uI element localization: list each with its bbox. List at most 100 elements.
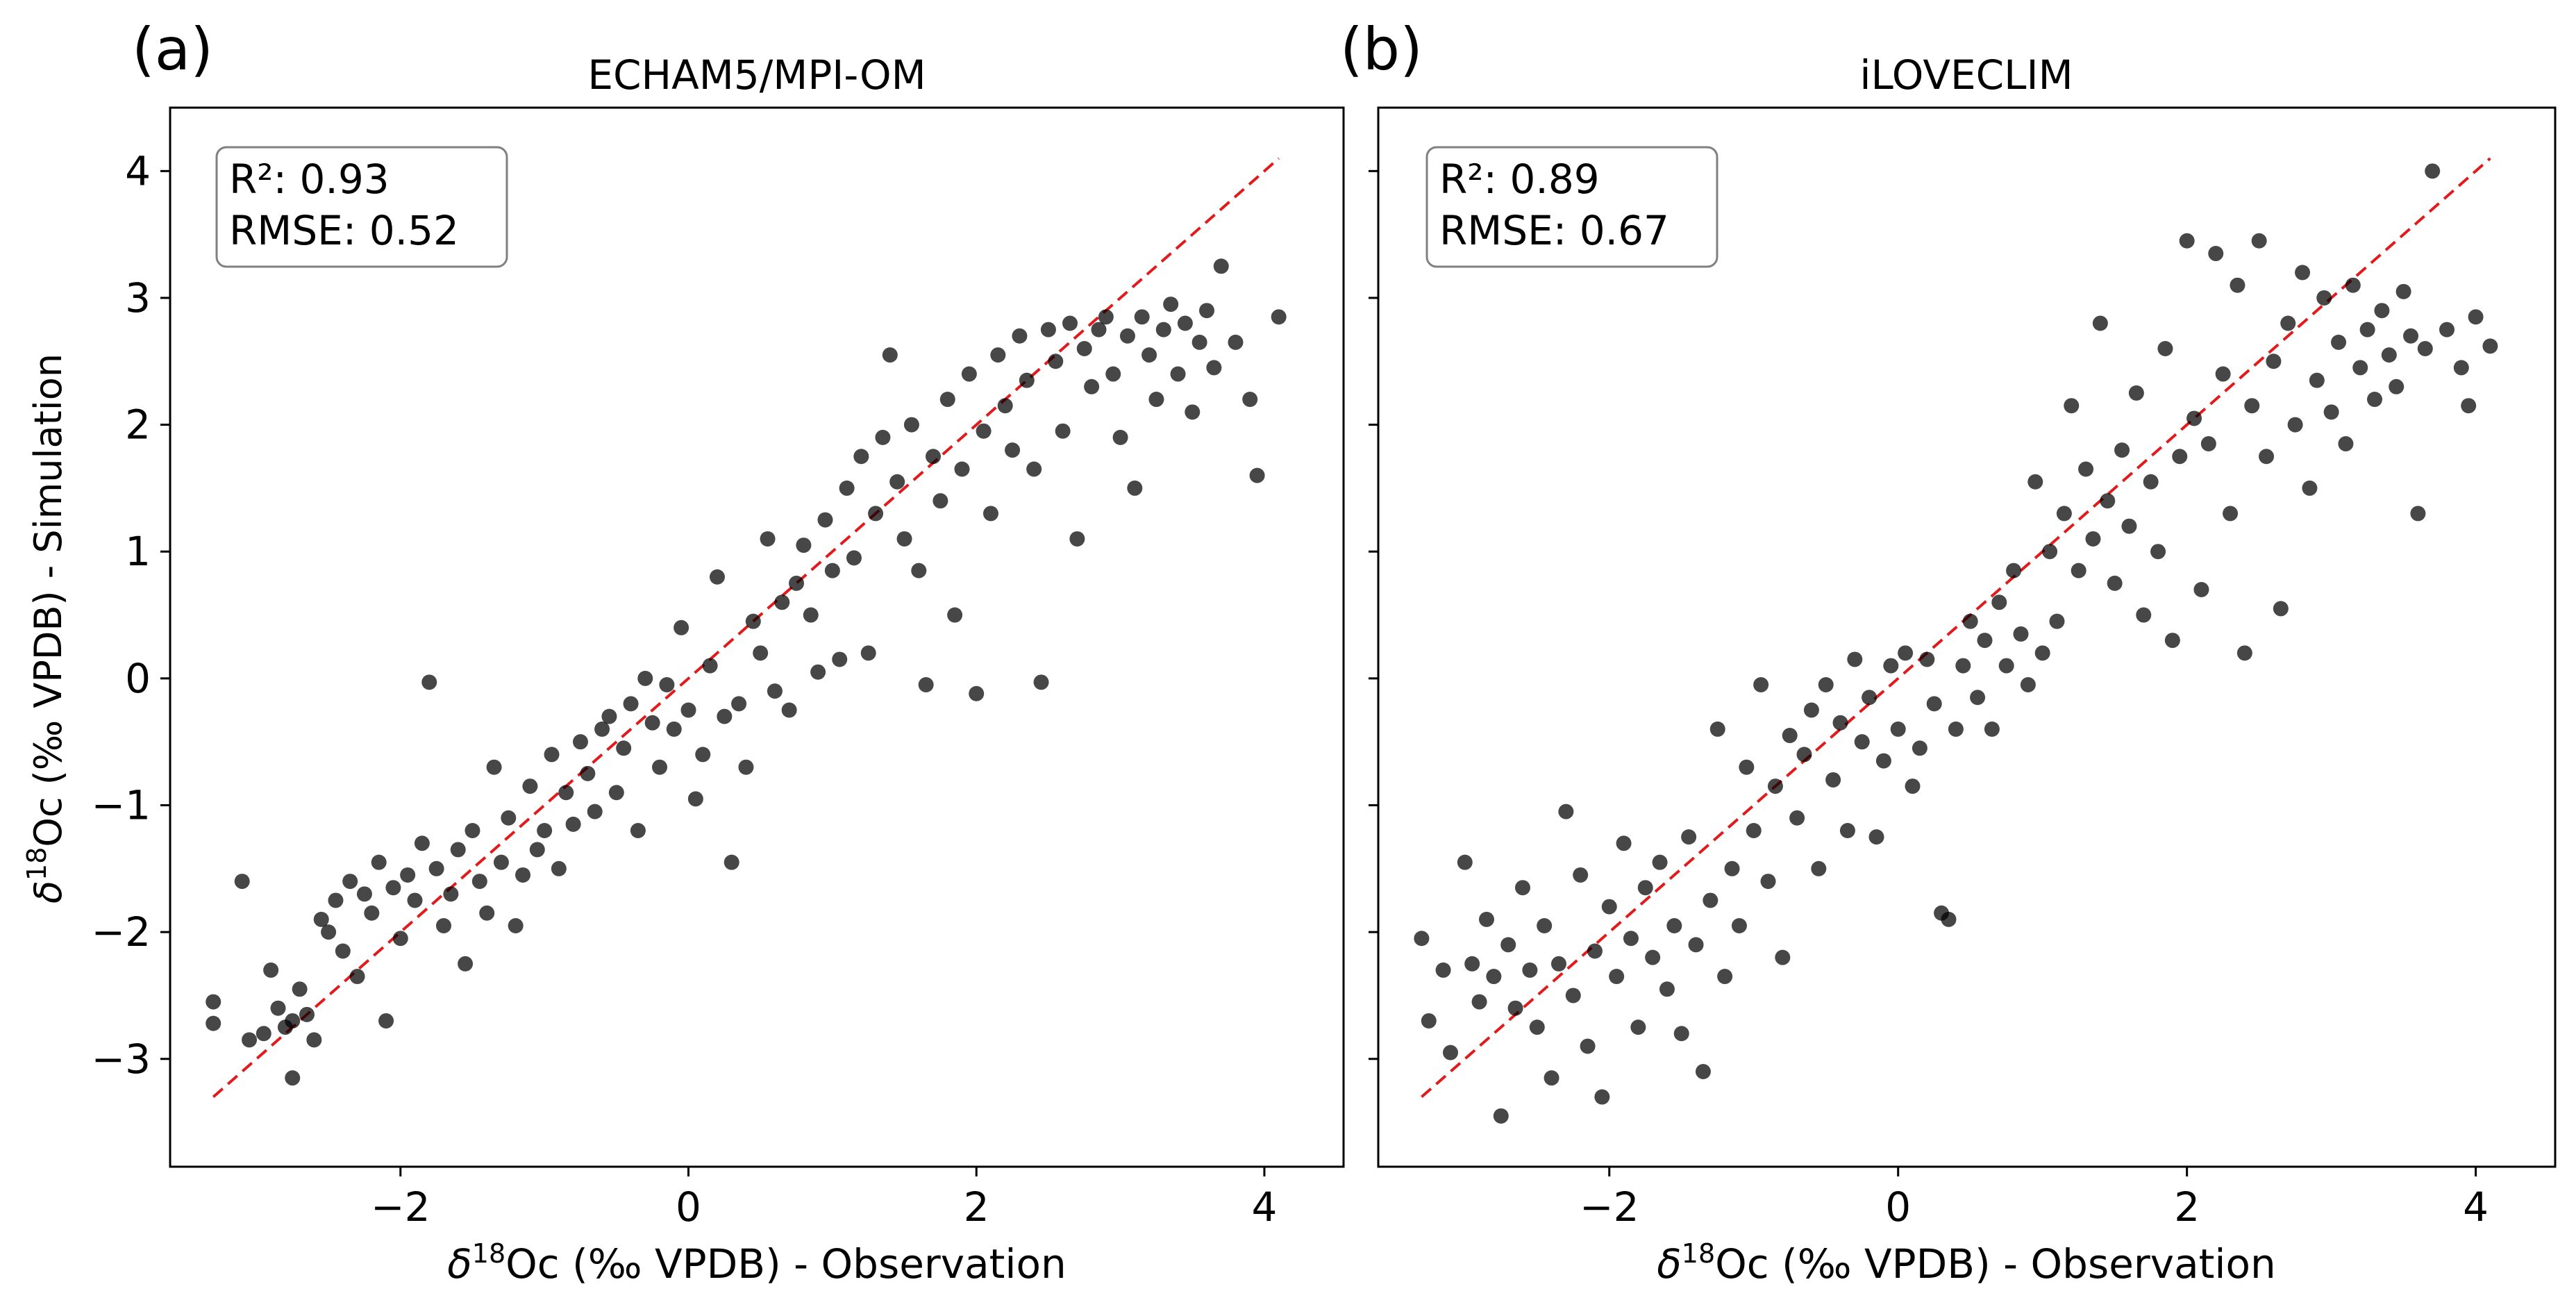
scatter-point <box>2143 474 2159 490</box>
scatter-point <box>2200 435 2216 451</box>
scatter-point <box>414 835 430 851</box>
scatter-point <box>637 670 653 686</box>
scatter-point <box>292 981 308 997</box>
scatter-point <box>789 575 805 591</box>
scatter-point <box>465 823 480 839</box>
scatter-point <box>2309 372 2325 388</box>
scatter-point <box>753 645 769 661</box>
scatter-point <box>1811 860 1827 876</box>
scatter-point <box>385 880 401 896</box>
scatter-point <box>1228 334 1244 350</box>
scatter-point <box>774 594 790 610</box>
scatter-point <box>868 506 884 522</box>
scatter-point <box>349 969 365 985</box>
x-tick-label: 2 <box>2174 1183 2200 1231</box>
scatter-point <box>321 924 337 940</box>
scatter-point <box>2172 449 2188 465</box>
scatter-point <box>1213 258 1229 274</box>
scatter-point <box>1601 899 1617 915</box>
scatter-point <box>537 823 553 839</box>
scatter-point <box>1623 931 1639 947</box>
scatter-point <box>1912 740 1927 756</box>
plot-frame-b <box>1377 106 2557 1168</box>
scatter-point <box>407 892 423 908</box>
scatter-point <box>1673 1026 1689 1042</box>
scatter-point <box>450 842 466 858</box>
scatter-point <box>709 569 725 585</box>
scatter-point <box>976 423 992 439</box>
scatter-point <box>1717 969 1733 985</box>
scatter-point <box>1062 315 1078 331</box>
scatter-point <box>1500 937 1516 953</box>
scatter-point <box>371 854 387 870</box>
scatter-point <box>781 702 797 718</box>
scatter-point <box>2006 563 2022 578</box>
scatter-point <box>702 658 718 674</box>
scatter-point <box>522 779 538 794</box>
y-tick-label: 1 <box>125 528 151 575</box>
scatter-point <box>1977 633 1993 649</box>
scatter-point <box>1493 1108 1509 1124</box>
scatter-point <box>1170 366 1186 382</box>
scatter-point <box>1637 880 1653 896</box>
scatter-point <box>1818 676 1834 692</box>
scatter-point <box>306 1032 322 1048</box>
scatter-point <box>479 905 495 921</box>
scatter-point <box>594 721 610 737</box>
scatter-point <box>745 613 761 629</box>
scatter-point <box>1414 931 1430 947</box>
scatter-point <box>206 1015 221 1031</box>
scatter-point <box>674 619 689 635</box>
scatter-point <box>2223 506 2239 522</box>
scatter-point <box>242 1032 258 1048</box>
scatter-point <box>2164 633 2180 649</box>
scatter-point <box>1507 1000 1523 1016</box>
scatter-point <box>2020 676 2036 692</box>
scatter-point <box>1703 892 1718 908</box>
scatter-point <box>1040 322 1056 338</box>
scatter-point <box>961 366 977 382</box>
scatter-point <box>2352 360 2368 376</box>
scatter-point <box>2359 322 2375 338</box>
scatter-point <box>1962 613 1978 629</box>
scatter-point <box>263 962 279 978</box>
scatter-point <box>1185 404 1201 420</box>
scatter-point <box>544 747 560 763</box>
scatter-point <box>731 696 747 712</box>
scatter-point <box>2150 544 2166 560</box>
scatter-point <box>1803 702 1819 718</box>
scatter-point <box>587 804 603 819</box>
scatter-point <box>1076 341 1092 357</box>
scatter-point <box>2179 233 2195 249</box>
scatter-point <box>1177 315 1193 331</box>
x-tick-label: −2 <box>371 1183 430 1231</box>
scatter-point <box>572 734 588 750</box>
y-tick-label: 2 <box>125 401 151 449</box>
scatter-point <box>1941 911 1957 927</box>
x-tick-label: 4 <box>2463 1183 2489 1231</box>
scatter-point <box>846 550 862 566</box>
stats-box-a: R²: 0.93 RMSE: 0.52 <box>215 146 508 268</box>
chart-title-a: ECHAM5/MPI-OM <box>587 51 926 99</box>
scatter-point <box>1435 962 1451 978</box>
scatter-point <box>2302 480 2318 496</box>
x-tick-label: 2 <box>964 1183 989 1231</box>
scatter-point <box>1984 721 2000 737</box>
scatter-point <box>1199 303 1215 319</box>
scatter-point <box>2453 360 2469 376</box>
scatter-point <box>1753 676 1769 692</box>
y-tick-label: 0 <box>125 655 151 702</box>
scatter-point <box>1630 1019 1646 1035</box>
scatter-point <box>1105 366 1121 382</box>
scatter-point <box>515 867 531 883</box>
scatter-point <box>652 759 668 775</box>
scatter-point <box>1098 309 1114 325</box>
y-tick-label: −2 <box>92 908 151 956</box>
scatter-point <box>839 480 855 496</box>
scatter-point <box>1616 835 1632 851</box>
scatter-point <box>1191 334 1207 350</box>
x-tick-label: −2 <box>1580 1183 1639 1231</box>
scatter-point <box>817 512 833 528</box>
scatter-point <box>285 1013 301 1029</box>
